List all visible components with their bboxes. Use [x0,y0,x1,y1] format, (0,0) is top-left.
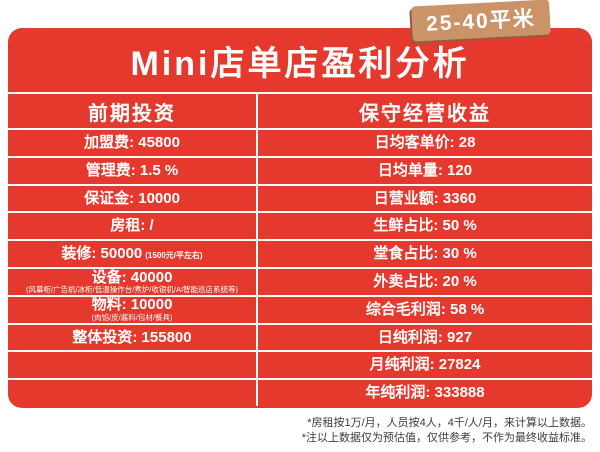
revenue-cell-5: 堂食占比: 30 % [258,241,592,267]
cell-text: 装修: 50000 (1500元/平左右) [61,245,203,263]
footnote-line-1: *房租按1万/月，人员按4人，4千/人/月，来计算以上数据。 [307,417,592,429]
footnotes: *房租按1万/月，人员按4人，4千/人/月，来计算以上数据。 *注以上数据仅为预… [302,416,592,446]
investment-cell-8: 整体投资: 155800 [8,324,256,351]
investment-cell-1: 加盟费: 45800 [8,130,256,156]
cell-text: 堂食占比: 30 % [373,245,477,263]
cell-text: 年纯利润: 333888 [365,384,485,402]
cell-text: 加盟费: 45800 [84,134,180,152]
revenue-cell-1: 日均客单价: 28 [258,130,592,156]
area-size-badge-label: 25-40平米 [425,7,537,36]
cell-text: 日纯利润: 927 [377,328,473,346]
revenue-cell-10: 年纯利润: 333888 [258,380,592,406]
cell-note-inline: (1500元/平左右) [145,251,203,261]
cell-text: 日均单量: 120 [377,161,473,179]
revenue-cell-7: 综合毛利润: 58 % [258,296,592,323]
poster-title: Mini店单店盈利分析 [8,28,592,94]
cell-note-below: (风幕柜/广告机/冰柜/低温操作台/煮炉/收银机/AI智能巡店系统等) [25,285,239,295]
cell-text: 整体投资: 155800 [72,328,192,346]
investment-cell-3: 保证金: 10000 [8,185,256,212]
cell-text: 综合毛利润: 58 % [365,300,485,318]
cell-text: 外卖占比: 20 % [373,273,477,291]
investment-cell-2: 管理费: 1.5 % [8,157,256,184]
cell-text: 房租: / [110,217,154,235]
cell-text: 日均客单价: 28 [374,134,476,152]
empty-cell [8,380,256,406]
cell-text: 设备: 40000 [91,268,173,286]
column-header-revenue: 保守经营收益 [258,94,592,128]
profit-analysis-card: Mini店单店盈利分析 前期投资 保守经营收益加盟费: 45800 日均客单价: 2… [8,28,592,408]
revenue-cell-9: 月纯利润: 27824 [258,352,592,379]
revenue-cell-4: 生鲜占比: 50 % [258,213,592,240]
cell-text: 生鲜占比: 50 % [373,217,477,235]
revenue-cell-6: 外卖占比: 20 % [258,268,592,295]
cell-text: 日营业额: 3360 [373,189,477,207]
cell-text: 保证金: 10000 [84,189,180,207]
investment-cell-5: 装修: 50000 (1500元/平左右) [8,241,256,267]
investment-cell-7: 物料: 10000 (肉馅/皮/酱料/包材/餐具) [8,296,256,323]
revenue-cell-3: 日营业额: 3360 [258,185,592,212]
profit-table: 前期投资 保守经营收益加盟费: 45800 日均客单价: 28 管理费: 1.5 % 日… [8,94,592,406]
area-size-badge: 25-40平米 [411,0,551,42]
footnote-line-2: *注以上数据仅为预估值，仅供参考，不作为最终收益标准。 [301,432,592,444]
column-header-investment: 前期投资 [8,94,256,128]
investment-cell-4: 房租: / [8,213,256,240]
revenue-cell-2: 日均单量: 120 [258,157,592,184]
revenue-cell-8: 日纯利润: 927 [258,324,592,351]
cell-text: 物料: 10000 [91,296,173,314]
cell-text: 月纯利润: 27824 [369,356,481,374]
cell-text: 管理费: 1.5 % [85,161,179,179]
cell-note-below: (肉馅/皮/酱料/包材/餐具) [91,313,173,323]
empty-cell [8,352,256,379]
investment-cell-6: 设备: 40000 (风幕柜/广告机/冰柜/低温操作台/煮炉/收银机/AI智能巡店… [8,268,256,295]
